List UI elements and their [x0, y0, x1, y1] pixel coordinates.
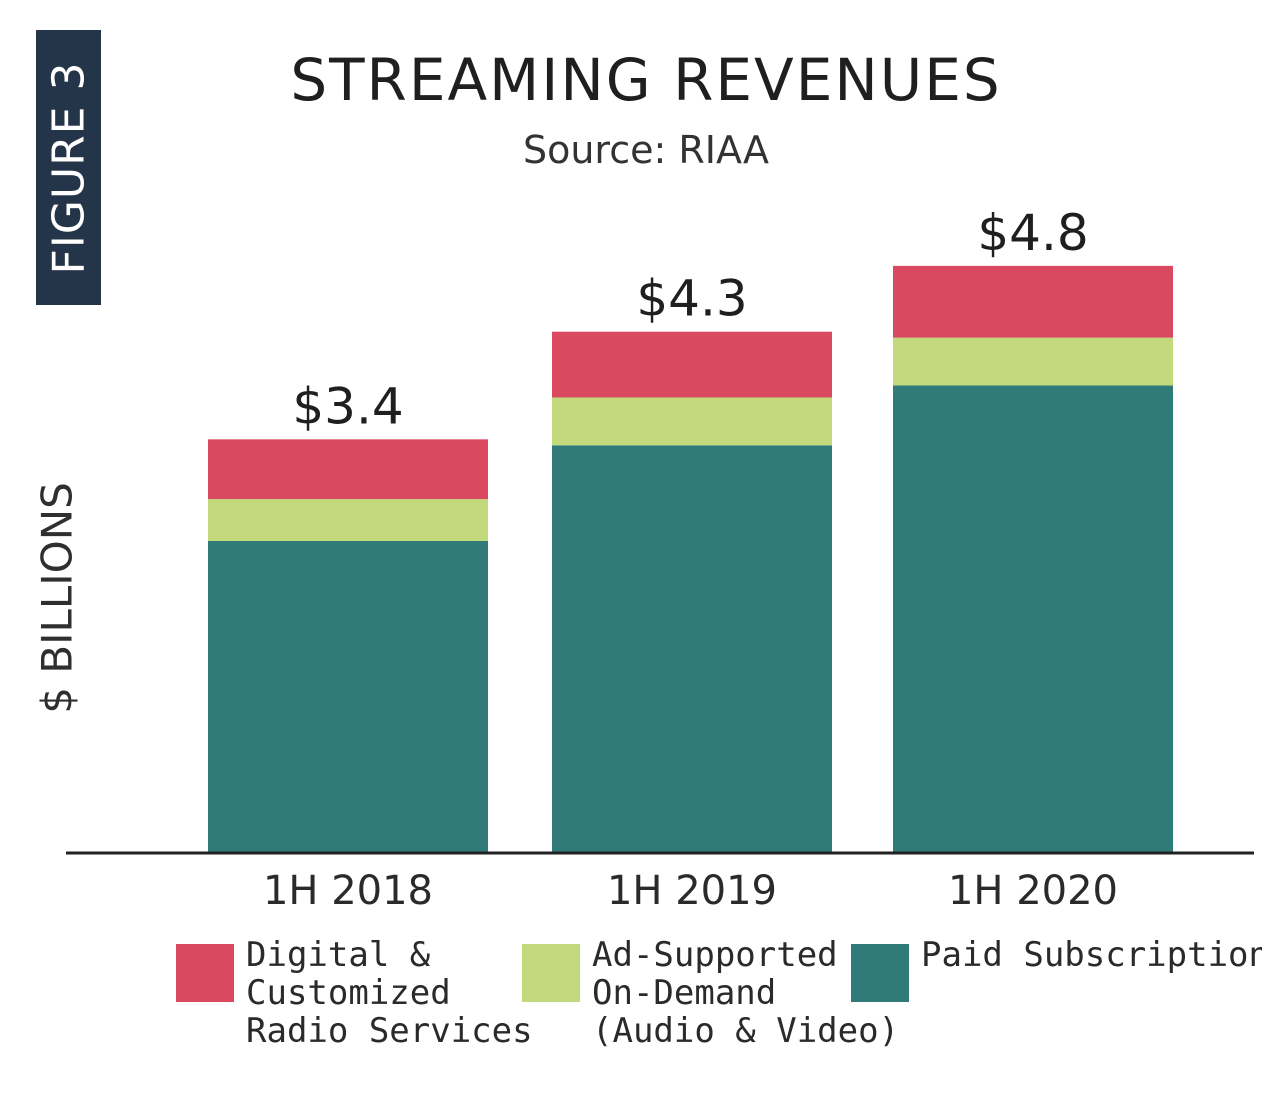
bar-segment	[208, 499, 488, 541]
x-tick-label: 1H 2020	[948, 868, 1118, 914]
x-tick-label: 1H 2019	[607, 868, 777, 914]
total-label: $4.3	[636, 270, 747, 328]
total-label: $3.4	[292, 377, 403, 435]
legend-swatch	[851, 944, 909, 1002]
figure-tag: FIGURE 3	[36, 30, 101, 305]
legend-label: Ad-Supported On-Demand (Audio & Video)	[592, 936, 899, 1050]
bar-segment	[893, 385, 1173, 852]
bar-segment	[893, 265, 1173, 338]
legend-label-line: (Audio & Video)	[592, 1011, 900, 1051]
legend-swatch	[522, 944, 580, 1002]
bar-segment	[552, 397, 832, 446]
legend-label: Paid Subscriptions	[921, 936, 1262, 974]
legend-label: Digital & Customized Radio Services	[246, 936, 533, 1050]
legend-swatch	[176, 944, 234, 1002]
legend-label-line: Radio Services	[246, 1011, 533, 1051]
legend-label-line: Ad-Supported	[592, 935, 838, 975]
bar-segment	[552, 331, 832, 398]
x-tick-label: 1H 2018	[263, 868, 433, 914]
bar-segment	[893, 337, 1173, 386]
chart-title: STREAMING REVENUES	[290, 46, 1002, 114]
chart-subtitle: Source: RIAA	[522, 128, 770, 172]
bar-segment	[552, 445, 832, 852]
bar-segment	[208, 541, 488, 852]
legend-label-line: On-Demand	[592, 973, 777, 1013]
total-label: $4.8	[977, 204, 1088, 262]
legend-label-line: Customized	[246, 973, 451, 1013]
bar-segment	[208, 439, 488, 500]
legend-label-line: Digital &	[246, 935, 431, 975]
legend-label-line: Paid Subscriptions	[921, 935, 1262, 975]
